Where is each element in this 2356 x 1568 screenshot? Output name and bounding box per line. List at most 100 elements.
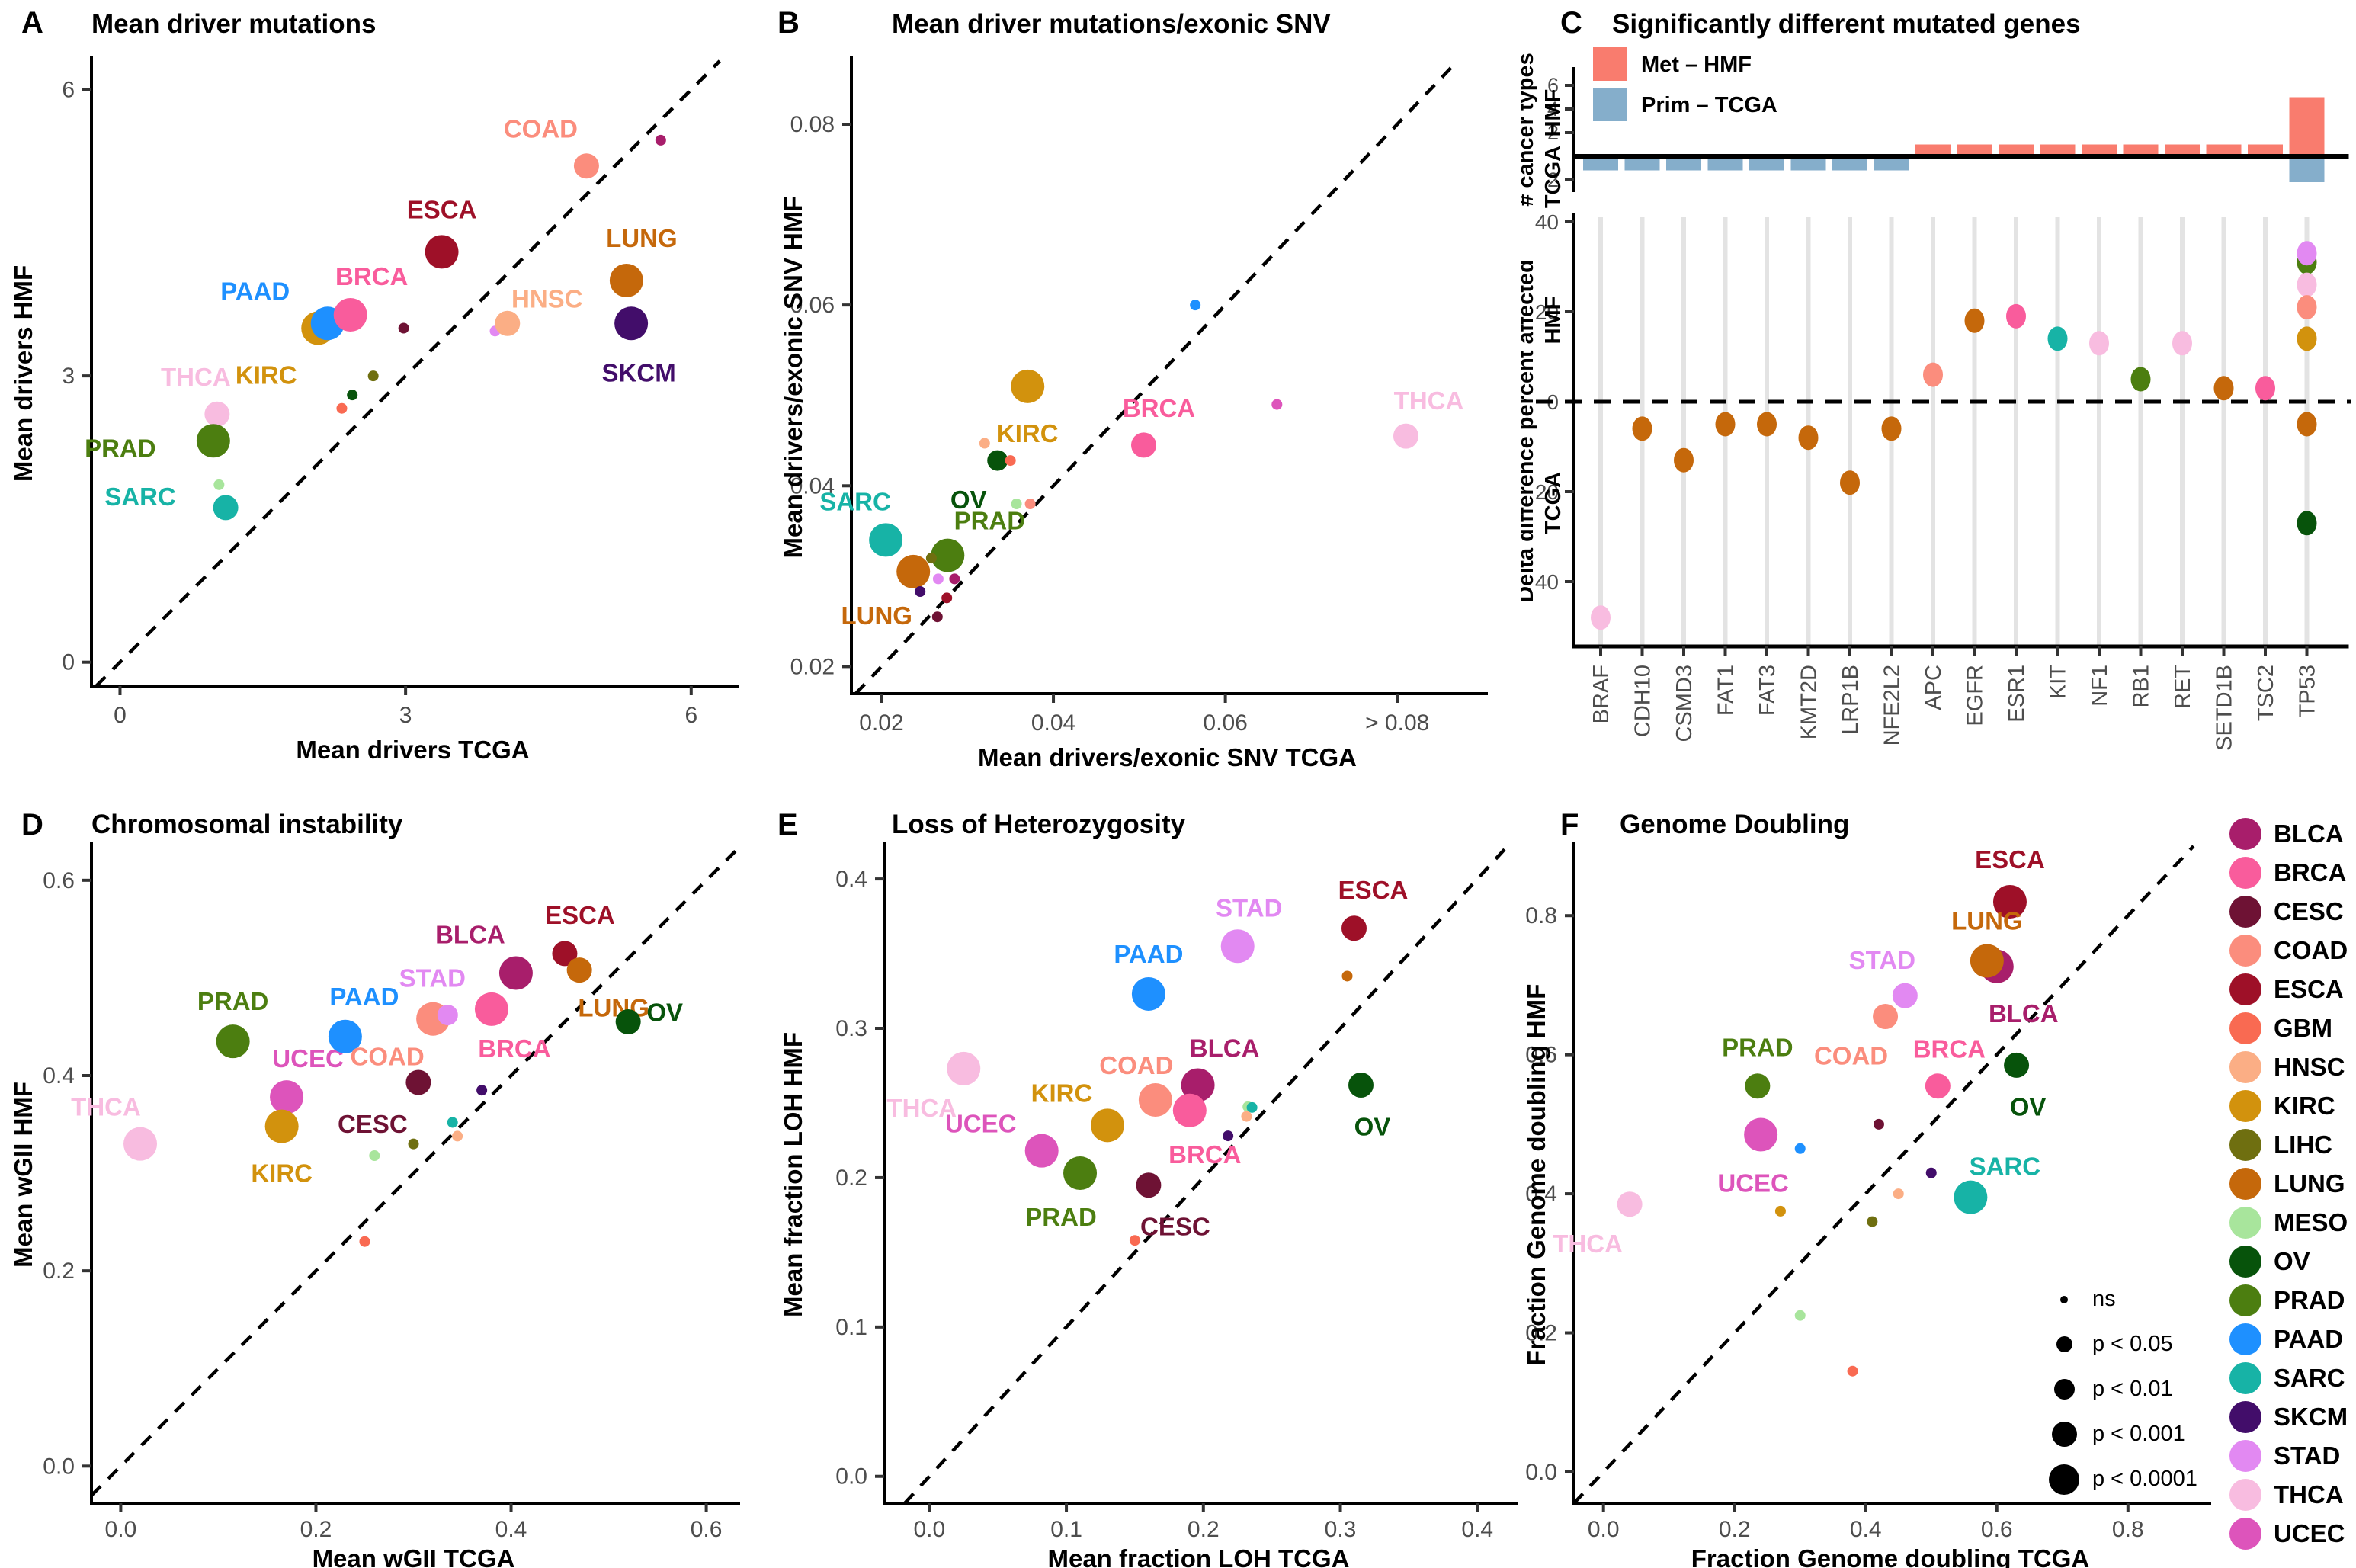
size-legend-dot-1 [2056, 1336, 2072, 1352]
point-label-THCA: THCA [1553, 1230, 1623, 1258]
legend-item-COAD: COAD [2229, 931, 2348, 970]
gene-dot-CDH10-LUNG [1632, 416, 1652, 441]
panel-letter-d: D [21, 808, 43, 842]
y-tick-label: 0.6 [43, 868, 75, 893]
x-tick-label: 0.3 [1325, 1517, 1357, 1542]
point-label-COAD: COAD [1814, 1041, 1888, 1069]
point-label-LUNG: LUNG [606, 224, 678, 252]
bar-hmf-KIT [2040, 144, 2076, 156]
legend-item-GBM: GBM [2229, 1008, 2348, 1047]
legend-label-STAD: STAD [2274, 1441, 2341, 1470]
point-OV [987, 450, 1008, 471]
dot-y-tick-label: 0 [1547, 390, 1559, 414]
x-tick-label: 0.4 [1461, 1517, 1493, 1542]
x-tick-label: 0.4 [495, 1517, 527, 1542]
y-tick-label: 0.4 [835, 867, 867, 892]
y-tick-label: 0.02 [790, 654, 835, 679]
legend-color-dot-UCEC [2229, 1517, 2261, 1550]
bar-y-tick-label: 6 [1547, 74, 1559, 97]
legend-color-dot-OV [2229, 1245, 2261, 1278]
bar-tcga-FAT3 [1749, 159, 1784, 171]
point-BRCA [1130, 432, 1156, 458]
point-SKCM [915, 586, 926, 598]
gene-dot-SETD1B-LUNG [2213, 376, 2234, 401]
gene-label-RET: RET [2171, 665, 2195, 709]
x-tick-label: 0.0 [913, 1517, 945, 1542]
legend-label-LIHC: LIHC [2274, 1130, 2332, 1159]
legend-item-HNSC: HNSC [2229, 1047, 2348, 1086]
legend-item-LUNG: LUNG [2229, 1164, 2348, 1203]
legend-item-SARC: SARC [2229, 1358, 2348, 1397]
point-LIHC [408, 1138, 419, 1150]
point-LUNG [1970, 944, 2004, 978]
point-LUNG [1341, 970, 1353, 982]
dot-y-tick-label: 40 [1535, 570, 1559, 594]
bar-tcga-TP53 [2289, 159, 2325, 182]
point-ESCA [1992, 884, 2027, 919]
bar-y-axis-tcga: TCGA [1541, 146, 1566, 208]
legend-item-UCEC: UCEC [2229, 1514, 2348, 1553]
bar-legend-label-0: Met – HMF [1641, 53, 1752, 77]
point-label-COAD: COAD [1099, 1051, 1173, 1079]
point-BLCA [655, 134, 666, 146]
point-label-BRCA: BRCA [1913, 1035, 1986, 1063]
bar-hmf-APC [1915, 144, 1951, 156]
gene-dot-ESR1-BRCA [2006, 303, 2026, 329]
pvalue-size-legend: ns p < 0.05 p < 0.01 p < 0.001 p < 0.0001 [2047, 1277, 2197, 1502]
gene-label-KIT: KIT [2047, 665, 2071, 699]
y-tick-label: 0.2 [835, 1166, 867, 1191]
bar-tcga-CDH10 [1624, 159, 1660, 171]
gene-dot-FAT1-LUNG [1715, 412, 1736, 437]
legend-item-BRCA: BRCA [2229, 853, 2348, 892]
gene-dot-RB1-PRAD [2130, 367, 2151, 392]
point-label-OV: OV [1354, 1112, 1391, 1140]
point-SARC [213, 495, 239, 521]
point-label-UCEC: UCEC [1717, 1169, 1789, 1198]
bar-tcga-LRP1B [1832, 159, 1867, 171]
point-label-UCEC: UCEC [272, 1044, 344, 1073]
point-label-CESC: CESC [1140, 1213, 1210, 1241]
point-LIHC [925, 553, 937, 564]
identity-dashed-line [854, 59, 1459, 695]
dot-y-axis-tcga: TCGA [1541, 472, 1566, 534]
point-THCA [947, 1051, 981, 1085]
size-legend-dot-wrap [2047, 1379, 2082, 1400]
size-legend-dot-wrap [2047, 1336, 2082, 1352]
y-tick-label: 0.0 [835, 1464, 867, 1489]
point-label-THCA: THCA [71, 1093, 141, 1121]
legend-label-KIRC: KIRC [2274, 1091, 2335, 1120]
point-PRAD [1745, 1073, 1771, 1099]
panel-title-a: Mean driver mutations [91, 9, 377, 39]
y-tick-label: 0.2 [43, 1259, 75, 1284]
y-tick-label: 0.04 [790, 473, 835, 499]
point-STAD [932, 573, 944, 585]
legend-color-dot-BRCA [2229, 856, 2261, 889]
gene-dot-APC-COAD [1923, 362, 1943, 387]
point-label-OV: OV [2010, 1092, 2047, 1121]
identity-dashed-line [903, 845, 1509, 1505]
x-tick-label: 0 [114, 703, 127, 728]
legend-label-PAAD: PAAD [2274, 1324, 2344, 1353]
bar-legend-label-1: Prim – TCGA [1641, 93, 1777, 117]
size-legend-label-2: p < 0.01 [2092, 1377, 2173, 1401]
panel-title-d: Chromosomal instability [91, 810, 403, 839]
point-BRCA [474, 992, 508, 1026]
point-label-KIRC: KIRC [251, 1159, 313, 1188]
legend-item-SKCM: SKCM [2229, 1397, 2348, 1436]
x-tick-label: 6 [684, 703, 697, 728]
scatter-plot-f: 0.0 0.2 0.4 0.6 0.8 0.0 0.2 0.4 0.6 0.8 Fraction G… [1522, 842, 2211, 1568]
point-label-PRAD: PRAD [85, 434, 156, 462]
point-CESC [1136, 1172, 1162, 1198]
y-tick-label: 0.1 [835, 1315, 867, 1340]
point-KIRC [1774, 1205, 1786, 1217]
x-tick-label: 0.04 [1031, 710, 1075, 736]
scatter-plot-a: 0 3 6 0 3 6 Mean drivers TCGA Mean drivers HMF C… [9, 56, 739, 764]
x-tick-label: 0.0 [105, 1517, 137, 1542]
point-LIHC [367, 370, 379, 382]
size-legend-item-0: ns [2047, 1277, 2197, 1322]
legend-label-HNSC: HNSC [2274, 1052, 2345, 1081]
bar-hmf-SETD1B [2206, 144, 2242, 156]
bar-y-axis-hmf: HMF [1541, 89, 1566, 137]
legend-label-PRAD: PRAD [2274, 1285, 2345, 1314]
gene-dot-TP53-THCA [2297, 272, 2317, 297]
